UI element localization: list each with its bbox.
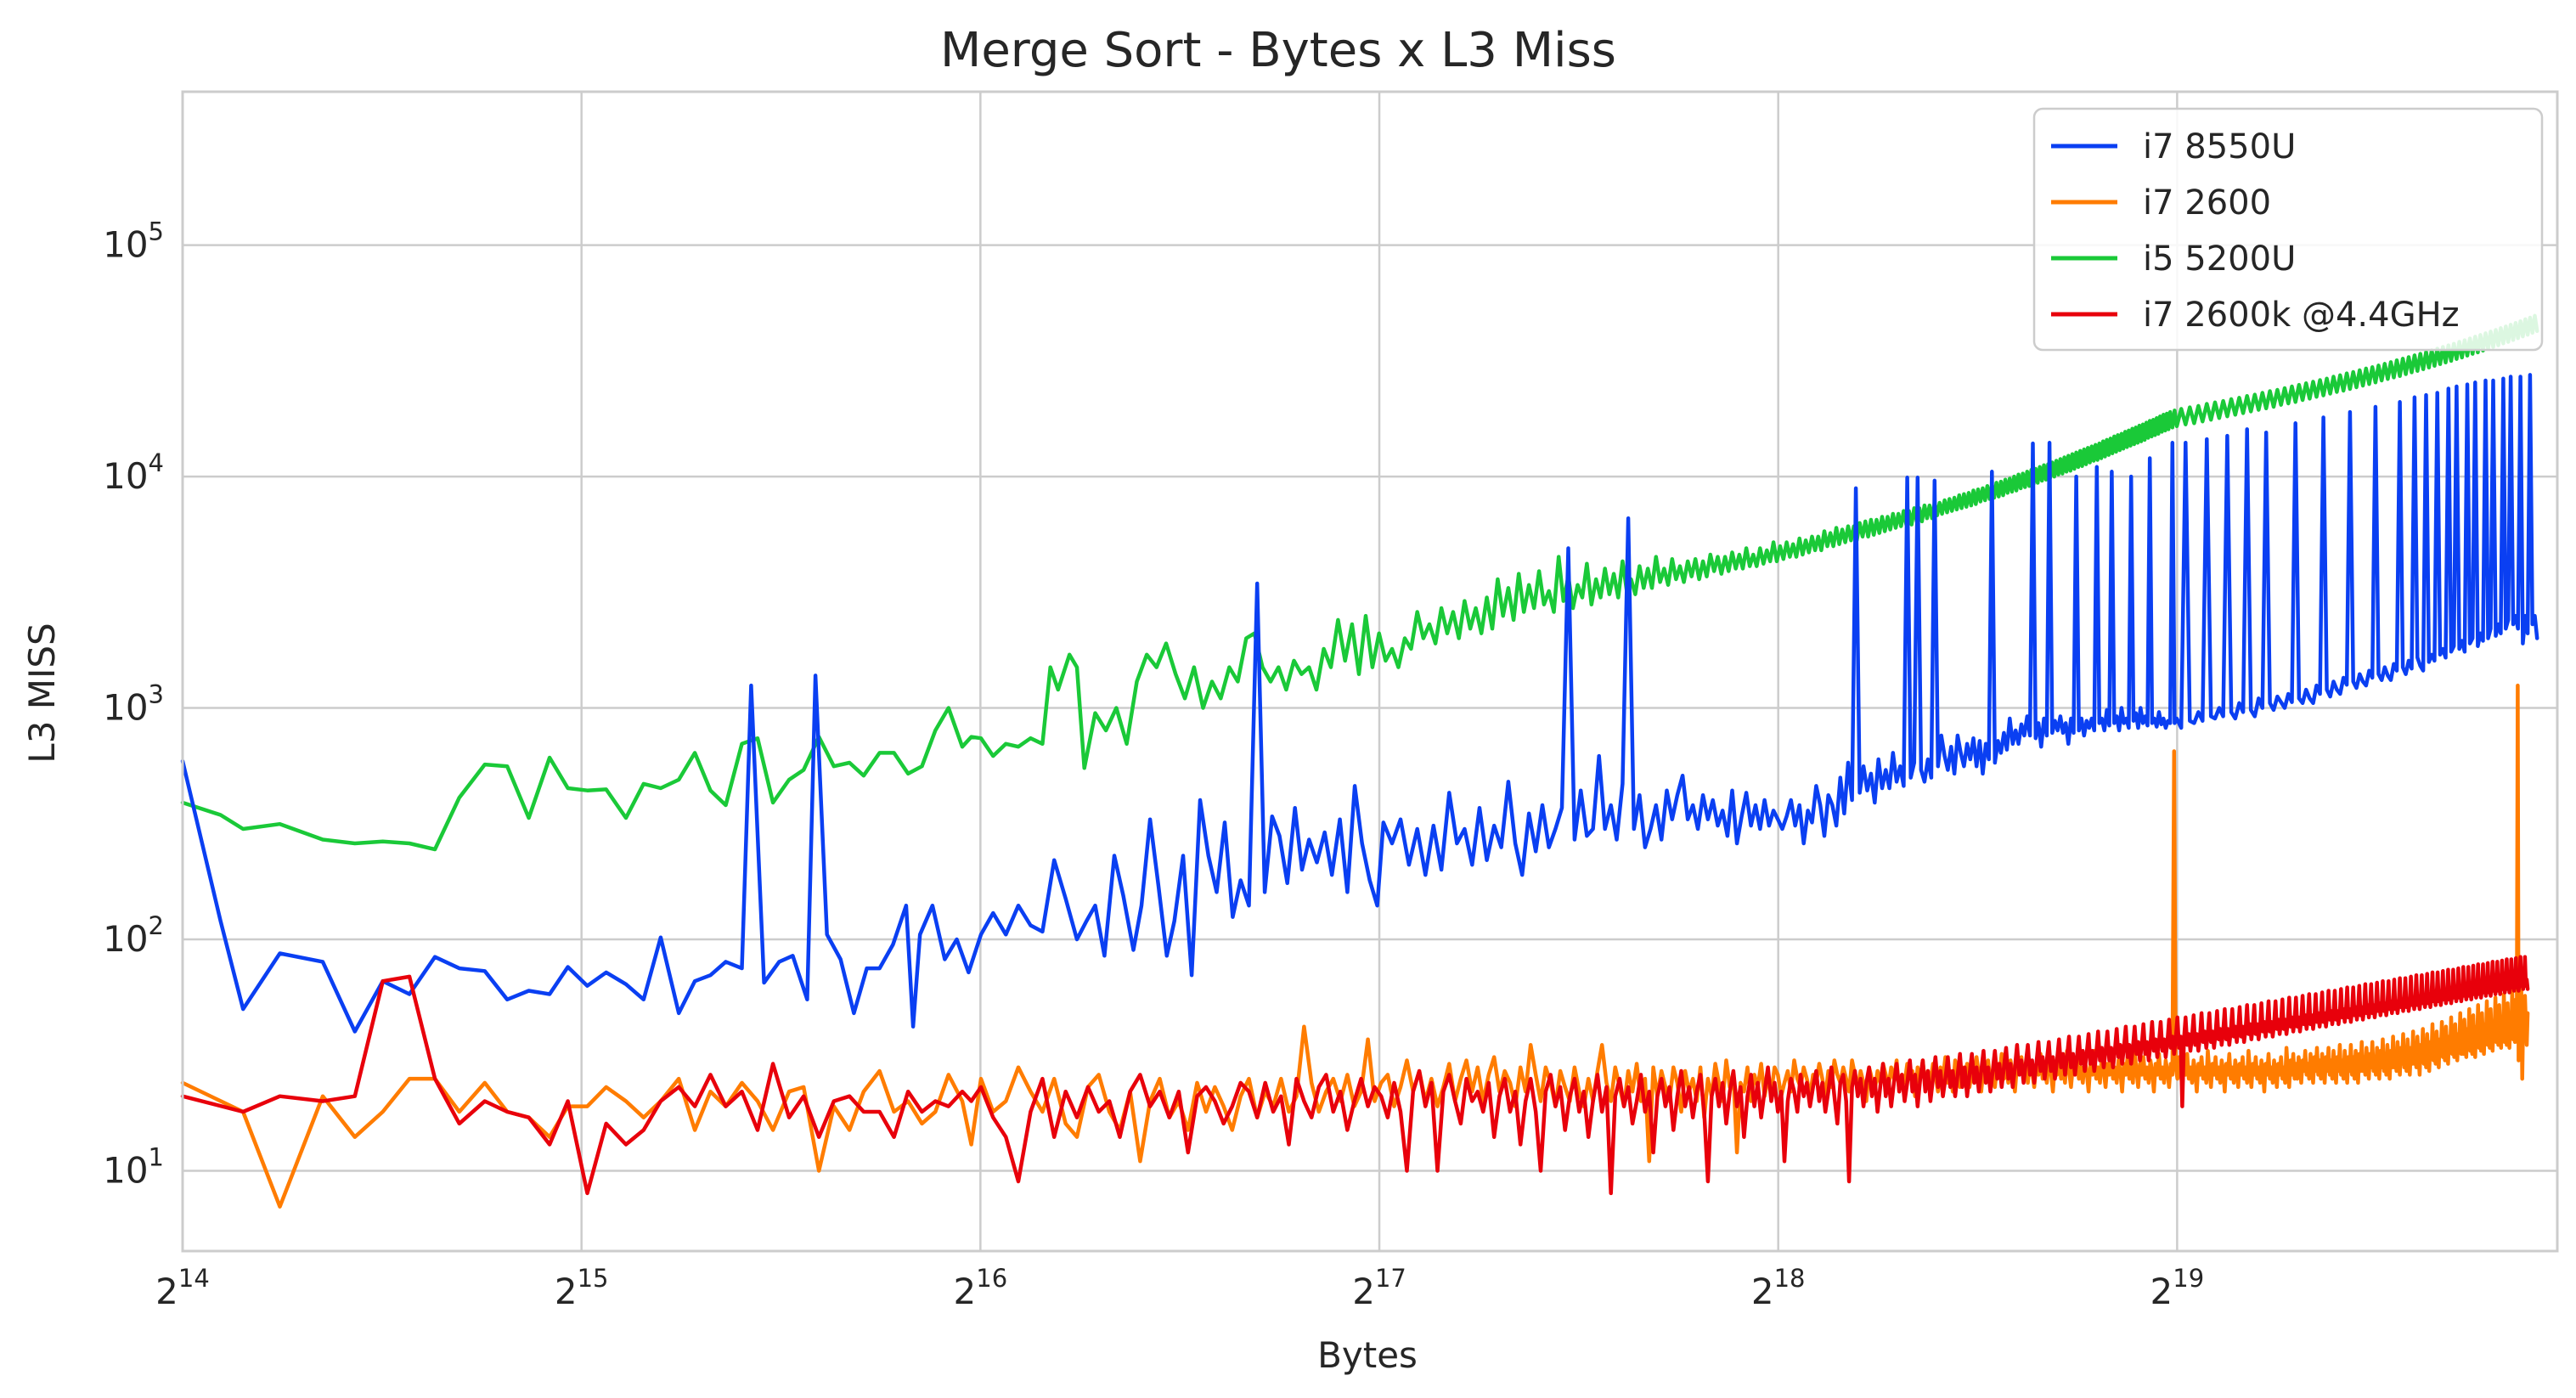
x-axis-title: Bytes <box>1317 1334 1418 1376</box>
y-axis-title: L3 MISS <box>21 623 63 763</box>
x-tick-labels: 214 215 216 217 218 219 <box>155 1264 2204 1312</box>
legend-label: i5 5200U <box>2143 240 2296 279</box>
x-tick-label: 218 <box>1751 1264 1806 1312</box>
legend: i7 8550U i7 2600 i5 5200U i7 2600k @4.4GHz <box>2032 107 2544 352</box>
series-layer <box>180 313 2539 1209</box>
legend-box <box>2032 107 2544 352</box>
legend-label: i7 2600 <box>2143 183 2271 223</box>
series-line-2 <box>180 313 2539 852</box>
series-line-0 <box>180 373 2539 1034</box>
chart-title: Merge Sort - Bytes x L3 Miss <box>940 23 1616 78</box>
series-line-3 <box>180 955 2530 1196</box>
y-tick-label: 104 <box>103 448 164 497</box>
y-tick-label: 103 <box>103 680 164 729</box>
plot-frame <box>181 90 2559 1253</box>
y-tick-label: 102 <box>103 911 164 960</box>
x-tick-label: 214 <box>155 1264 210 1312</box>
legend-label: i7 2600k @4.4GHz <box>2143 296 2460 335</box>
x-tick-label: 215 <box>555 1264 609 1312</box>
x-tick-label: 217 <box>1352 1264 1406 1312</box>
x-tick-label: 219 <box>2150 1264 2205 1312</box>
legend-label: i7 8550U <box>2143 127 2296 166</box>
y-tick-labels: 101 102 103 104 105 <box>103 217 164 1192</box>
y-tick-label: 101 <box>103 1143 164 1192</box>
y-tick-label: 105 <box>103 217 164 266</box>
x-tick-label: 216 <box>954 1264 1008 1312</box>
